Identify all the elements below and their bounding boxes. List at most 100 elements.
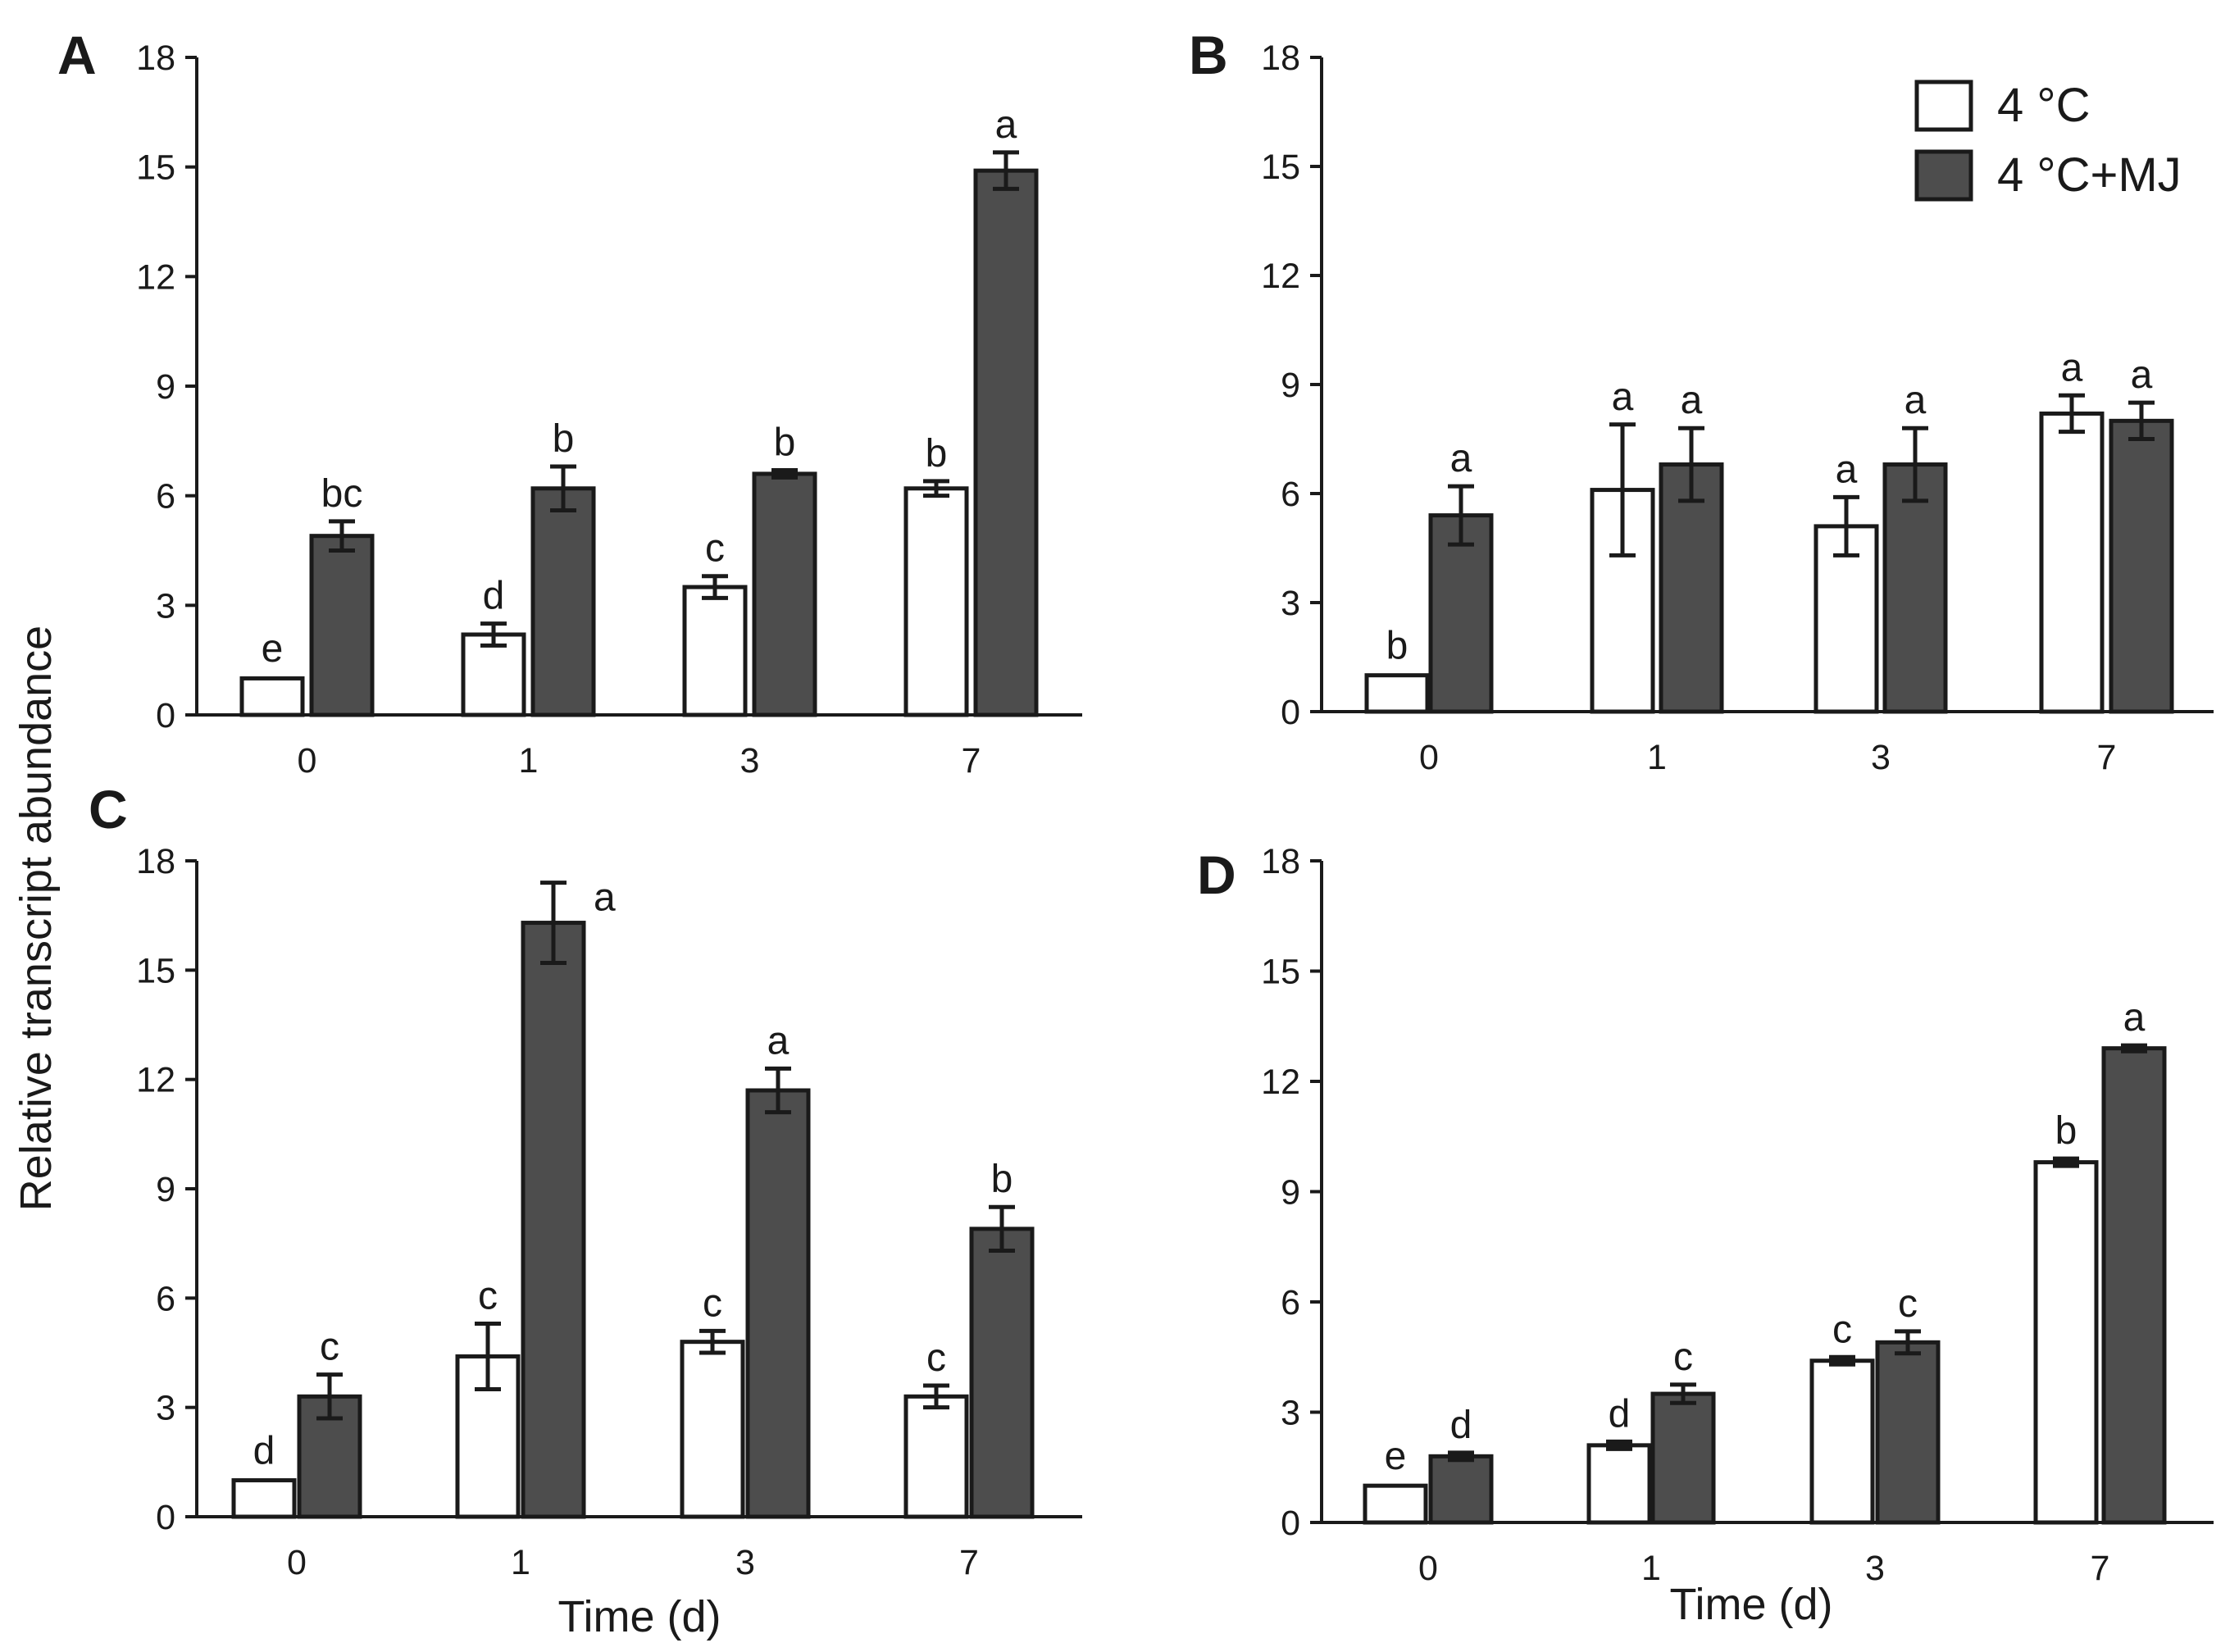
- significance-letter-a-mj-3: b: [774, 421, 796, 464]
- error-bar-d-mj-7: [2121, 1043, 2147, 1054]
- x-tick-label-b-3: 3: [1871, 738, 1891, 777]
- significance-letter-c-control-1: c: [478, 1274, 498, 1318]
- x-tick-label-a-3: 3: [740, 741, 760, 780]
- significance-letter-b-control-1: a: [1612, 375, 1634, 419]
- bar-d-control-7: [2033, 1160, 2099, 1525]
- error-bar-a-mj-0: [329, 519, 355, 553]
- x-tick-label-a-1: 1: [519, 741, 539, 780]
- y-tick-label-b-0: 0: [1281, 693, 1300, 732]
- legend-label-mj: 4 °C+MJ: [1997, 148, 2182, 202]
- error-bar-a-mj-1: [550, 464, 576, 512]
- y-tick-label-d-12: 12: [1261, 1063, 1300, 1102]
- significance-letter-b-control-7: a: [2061, 346, 2083, 389]
- panel-label-d: D: [1197, 844, 1236, 905]
- significance-letter-d-control-0: e: [1385, 1435, 1407, 1478]
- error-bar-b-mj-7: [2128, 400, 2155, 441]
- x-tick-label-b-0: 0: [1419, 738, 1439, 777]
- error-bar-b-control-7: [2059, 393, 2085, 435]
- significance-letter-d-mj-0: d: [1450, 1404, 1472, 1447]
- y-tick-label-b-18: 18: [1261, 39, 1300, 78]
- error-bar-c-mj-7: [989, 1204, 1015, 1254]
- error-bar-d-control-1: [1606, 1439, 1632, 1451]
- error-bar-b-mj-0: [1448, 484, 1474, 547]
- y-tick-label-a-18: 18: [136, 39, 175, 78]
- y-tick-label-c-9: 9: [156, 1170, 175, 1209]
- significance-letter-a-control-0: e: [262, 627, 284, 671]
- significance-letter-c-control-0: d: [253, 1429, 275, 1472]
- x-tick-label-d-7: 7: [2091, 1549, 2110, 1588]
- error-bar-a-mj-7: [993, 150, 1019, 191]
- bar-d-mj-3: [1875, 1340, 1941, 1525]
- significance-letter-a-mj-0: bc: [321, 472, 363, 516]
- y-tick-label-c-0: 0: [156, 1498, 175, 1537]
- bar-c-control-0: [231, 1478, 297, 1519]
- bar-b-control-0: [1364, 673, 1430, 714]
- panel-label-a: A: [57, 25, 97, 85]
- significance-letter-d-control-3: c: [1832, 1308, 1852, 1351]
- significance-letter-b-mj-0: a: [1450, 437, 1472, 480]
- bar-c-control-7: [903, 1394, 969, 1519]
- x-tick-label-c-0: 0: [287, 1543, 307, 1582]
- x-axis-title-c: Time (d): [558, 1592, 721, 1641]
- bar-a-mj-7: [973, 168, 1039, 717]
- y-tick-label-c-6: 6: [156, 1279, 175, 1318]
- significance-letter-d-mj-3: c: [1898, 1282, 1918, 1326]
- error-bar-a-mj-3: [771, 467, 798, 480]
- error-bar-c-control-7: [923, 1383, 949, 1410]
- x-tick-label-d-3: 3: [1865, 1549, 1885, 1588]
- y-tick-label-a-6: 6: [156, 477, 175, 517]
- y-tick-label-d-0: 0: [1281, 1504, 1300, 1543]
- y-tick-label-d-6: 6: [1281, 1283, 1300, 1322]
- x-tick-label-b-7: 7: [2097, 738, 2117, 777]
- y-tick-label-c-15: 15: [136, 951, 175, 990]
- y-tick-label-b-9: 9: [1281, 366, 1300, 405]
- significance-letter-b-mj-7: a: [2131, 353, 2153, 397]
- y-tick-label-d-15: 15: [1261, 953, 1300, 992]
- y-tick-label-c-3: 3: [156, 1389, 175, 1428]
- bar-d-mj-0: [1428, 1454, 1494, 1525]
- bar-b-mj-7: [2109, 418, 2174, 714]
- significance-letter-c-control-7: c: [926, 1336, 946, 1380]
- y-tick-label-c-18: 18: [136, 842, 175, 881]
- bar-a-mj-0: [309, 534, 375, 717]
- y-tick-label-c-12: 12: [136, 1061, 175, 1100]
- y-tick-label-a-3: 3: [156, 586, 175, 626]
- y-tick-label-a-0: 0: [156, 696, 175, 735]
- significance-letter-c-mj-1: a: [594, 876, 616, 920]
- y-tick-label-b-6: 6: [1281, 475, 1300, 514]
- significance-letter-d-control-7: b: [2055, 1109, 2077, 1153]
- bar-a-control-3: [682, 585, 748, 717]
- legend-swatch-control: [1914, 80, 1973, 132]
- y-tick-label-b-12: 12: [1261, 257, 1300, 296]
- x-tick-label-b-1: 1: [1647, 738, 1667, 777]
- bar-d-mj-7: [2101, 1046, 2167, 1525]
- x-axis-title-d: Time (d): [1670, 1580, 1833, 1629]
- y-tick-label-d-18: 18: [1261, 842, 1300, 881]
- error-bar-a-control-7: [923, 479, 949, 498]
- legend-label-control: 4 °C: [1997, 79, 2090, 132]
- significance-letter-a-control-7: b: [926, 432, 948, 476]
- error-bar-b-control-1: [1609, 422, 1636, 557]
- y-tick-label-b-3: 3: [1281, 584, 1300, 623]
- bar-a-mj-1: [530, 486, 596, 717]
- significance-letter-b-mj-3: a: [1905, 379, 1927, 422]
- error-bar-c-control-3: [699, 1328, 726, 1355]
- bar-a-mj-3: [752, 471, 817, 717]
- significance-letter-a-mj-1: b: [553, 417, 575, 461]
- legend-swatch-mj: [1914, 149, 1973, 202]
- bar-c-mj-1: [521, 921, 586, 1519]
- bar-d-control-3: [1809, 1358, 1875, 1525]
- error-bar-c-mj-3: [765, 1066, 791, 1115]
- bar-a-control-7: [903, 486, 969, 717]
- error-bar-b-control-3: [1833, 494, 1859, 557]
- error-bar-a-control-1: [480, 621, 507, 648]
- x-tick-label-a-0: 0: [298, 741, 317, 780]
- y-tick-label-a-12: 12: [136, 257, 175, 297]
- legend: 4 °C 4 °C+MJ: [1914, 79, 2182, 202]
- panel-a: A 0 3 6 9 12 15 18 0 1 3 7 e d c b bc b b a: [57, 25, 1082, 780]
- y-tick-label-a-9: 9: [156, 367, 175, 407]
- error-bar-d-mj-3: [1895, 1329, 1921, 1356]
